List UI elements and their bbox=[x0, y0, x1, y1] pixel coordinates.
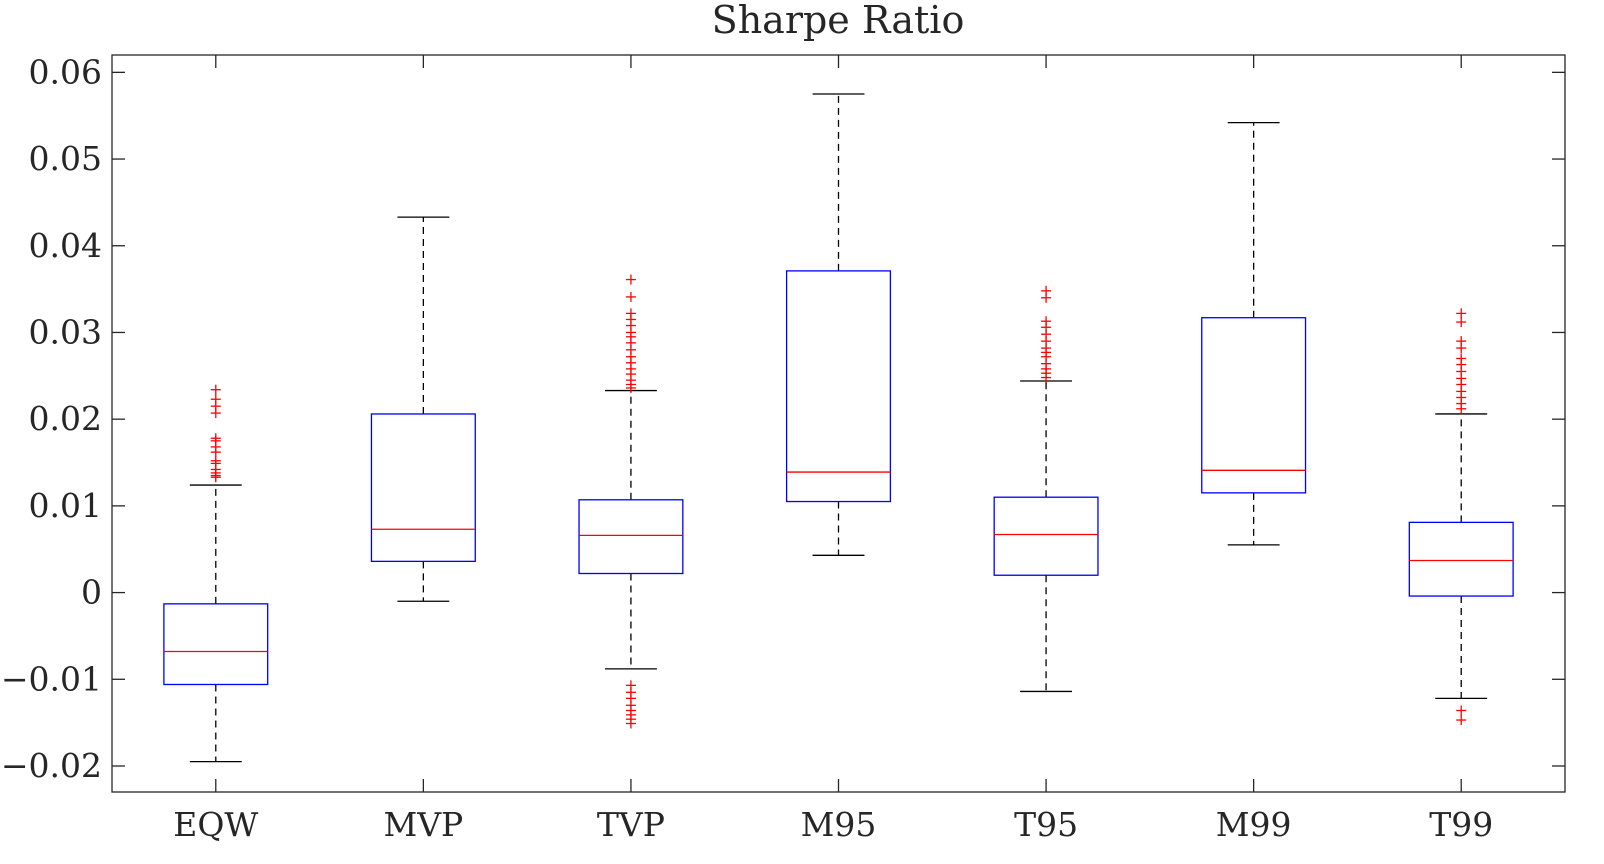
outlier-point bbox=[625, 274, 636, 285]
box-t95 bbox=[993, 285, 1099, 693]
outlier-point bbox=[210, 455, 221, 466]
x-axis: EQW MVP TVP M95 T95 M99 T99 bbox=[173, 55, 1493, 844]
outlier-point bbox=[625, 718, 636, 729]
x-tick-label: M95 bbox=[801, 805, 877, 844]
y-tick-label: 0.06 bbox=[29, 52, 102, 91]
outlier-point bbox=[625, 308, 636, 319]
box-m95 bbox=[785, 93, 892, 556]
y-tick-label: −0.02 bbox=[1, 746, 102, 785]
x-tick-label: MVP bbox=[383, 805, 463, 844]
x-tick-label: M99 bbox=[1216, 805, 1292, 844]
chart-title: Sharpe Ratio bbox=[712, 0, 965, 42]
y-tick-label: 0 bbox=[81, 573, 102, 612]
box-t99 bbox=[1408, 308, 1514, 726]
y-tick-label: 0.01 bbox=[29, 486, 102, 525]
outlier-point bbox=[1456, 715, 1467, 726]
outlier-point bbox=[1041, 316, 1052, 327]
y-tick-label: −0.01 bbox=[1, 659, 102, 698]
outlier-point bbox=[210, 394, 221, 405]
y-tick-label: 0.03 bbox=[29, 312, 102, 351]
boxes-group bbox=[163, 93, 1514, 763]
box-iqr bbox=[578, 499, 684, 575]
outlier-point bbox=[1456, 317, 1467, 328]
outlier-point bbox=[210, 433, 221, 444]
box-iqr bbox=[370, 413, 476, 563]
outlier-point bbox=[1456, 308, 1467, 319]
y-tick-label: 0.05 bbox=[29, 139, 102, 178]
x-tick-label: EQW bbox=[173, 805, 258, 844]
outlier-point bbox=[1041, 285, 1052, 296]
box-eqw bbox=[163, 384, 269, 763]
box-mvp bbox=[370, 216, 476, 602]
outlier-point bbox=[1456, 353, 1467, 364]
y-tick-label: 0.04 bbox=[29, 226, 102, 265]
y-tick-label: 0.02 bbox=[29, 399, 102, 438]
box-iqr bbox=[1201, 317, 1307, 494]
y-axis: −0.02 −0.01 0 0.01 0.02 0.03 0.04 0.05 0.06 bbox=[1, 52, 1565, 785]
outlier-point bbox=[625, 291, 636, 302]
outlier-point bbox=[1456, 705, 1467, 716]
outlier-point bbox=[210, 384, 221, 395]
x-tick-label: T95 bbox=[1014, 805, 1078, 844]
box-iqr bbox=[163, 603, 269, 686]
outlier-point bbox=[1456, 336, 1467, 347]
x-tick-label: T99 bbox=[1429, 805, 1493, 844]
box-tvp bbox=[578, 274, 684, 729]
box-m99 bbox=[1201, 121, 1307, 546]
box-iqr bbox=[1408, 521, 1514, 597]
x-tick-label: TVP bbox=[597, 805, 665, 844]
box-iqr bbox=[785, 270, 892, 503]
plot-frame bbox=[111, 54, 1566, 793]
box-iqr bbox=[993, 496, 1099, 576]
